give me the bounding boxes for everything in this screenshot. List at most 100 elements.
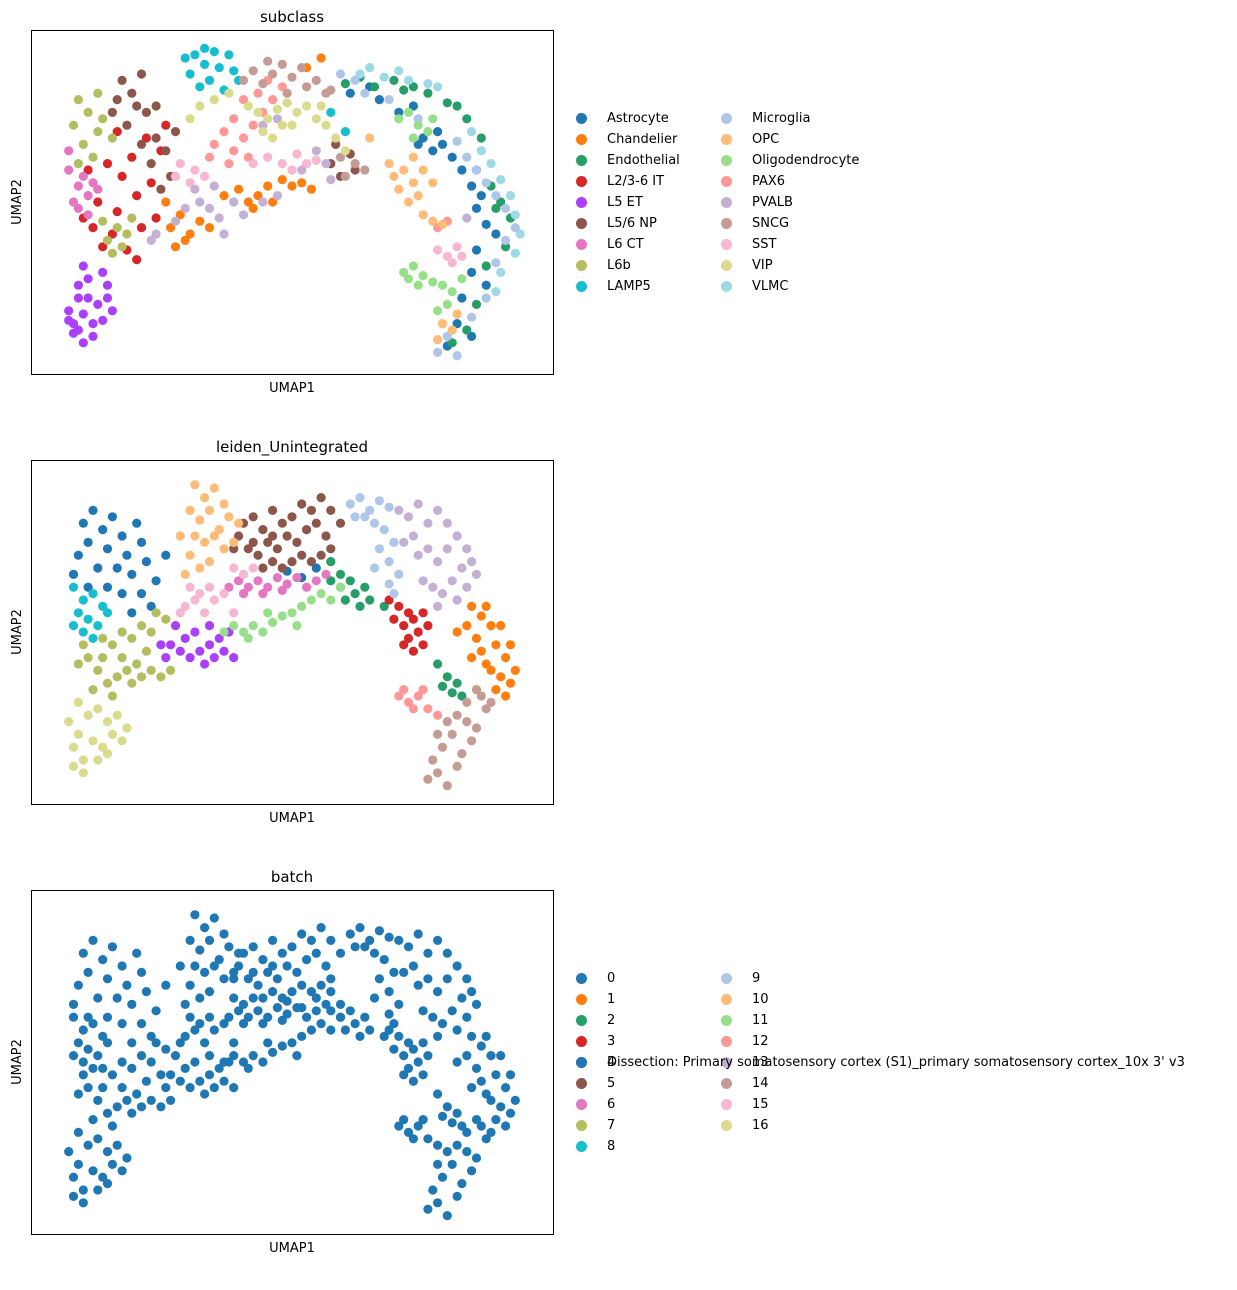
data-point xyxy=(399,1051,409,1061)
data-point xyxy=(471,1153,482,1163)
data-point xyxy=(457,274,467,284)
data-point xyxy=(248,203,258,213)
scatter-plot-2: batch UMAP1 UMAP2 xyxy=(10,868,554,1256)
legend-item: 9 xyxy=(719,968,769,989)
data-point xyxy=(471,245,482,255)
data-point xyxy=(268,95,278,105)
data-point xyxy=(146,665,156,675)
y-axis-label: UMAP2 xyxy=(10,179,25,225)
data-point xyxy=(471,1115,482,1125)
data-point xyxy=(243,197,253,207)
data-point xyxy=(442,331,452,341)
data-point xyxy=(98,1031,108,1041)
data-point xyxy=(224,582,234,592)
data-point xyxy=(102,974,113,984)
data-point xyxy=(98,1172,108,1182)
data-point xyxy=(268,617,278,627)
data-point xyxy=(340,595,350,605)
data-point xyxy=(394,66,404,76)
data-point xyxy=(170,621,181,631)
data-point xyxy=(146,178,156,188)
data-point xyxy=(195,82,205,92)
data-point xyxy=(486,1095,496,1105)
legend-label: 2 xyxy=(607,1013,616,1028)
data-point xyxy=(505,678,516,688)
data-point xyxy=(457,1121,467,1131)
data-point xyxy=(204,582,215,592)
data-point xyxy=(73,95,83,105)
data-point xyxy=(185,550,195,560)
data-point xyxy=(248,967,258,977)
data-point xyxy=(272,1003,282,1013)
data-point xyxy=(471,1063,482,1073)
data-point xyxy=(83,293,93,303)
data-point xyxy=(88,1166,98,1176)
data-point xyxy=(166,1070,176,1080)
legend-item: LAMP5 xyxy=(574,276,680,297)
legend-marker xyxy=(721,281,732,292)
data-point xyxy=(510,1095,520,1105)
data-point xyxy=(68,1051,79,1061)
data-point xyxy=(229,621,239,631)
data-point xyxy=(73,181,83,191)
data-point xyxy=(311,563,321,573)
data-point xyxy=(399,1115,409,1125)
legend-marker xyxy=(721,218,732,229)
legend-marker xyxy=(576,281,587,292)
data-point xyxy=(491,685,501,695)
legend-marker xyxy=(576,1141,587,1152)
data-point xyxy=(335,152,346,162)
data-point xyxy=(219,627,229,637)
data-point xyxy=(442,948,452,958)
data-point xyxy=(316,550,326,560)
data-point xyxy=(107,133,117,143)
data-point xyxy=(394,935,404,945)
data-point xyxy=(151,576,161,586)
data-point xyxy=(234,1006,244,1016)
legend-marker xyxy=(576,113,587,124)
data-point xyxy=(442,544,452,554)
data-point xyxy=(93,1095,103,1105)
legend-item: Microglia xyxy=(719,108,859,129)
data-point xyxy=(117,627,127,637)
data-point xyxy=(297,178,307,188)
data-point xyxy=(195,646,205,656)
data-point xyxy=(224,50,234,60)
legend-item: 3 xyxy=(574,1031,615,1052)
data-point xyxy=(442,518,452,528)
data-point xyxy=(447,576,457,586)
data-point xyxy=(209,595,219,605)
data-point xyxy=(190,531,200,541)
data-point xyxy=(204,152,215,162)
data-point xyxy=(107,1121,117,1131)
data-point xyxy=(219,544,229,554)
data-point xyxy=(127,633,137,643)
data-point xyxy=(481,219,491,229)
data-point xyxy=(190,50,200,60)
data-point xyxy=(253,576,263,586)
data-point xyxy=(287,512,297,522)
legend-marker xyxy=(721,239,732,250)
data-point xyxy=(306,557,316,567)
legend-label: Chandelier xyxy=(607,132,678,147)
data-point xyxy=(345,576,355,586)
data-point xyxy=(161,653,171,663)
data-point xyxy=(64,717,74,727)
data-point xyxy=(384,1009,394,1019)
data-point xyxy=(204,987,215,997)
data-point xyxy=(78,309,88,319)
data-point xyxy=(399,165,409,175)
chart-title: subclass xyxy=(260,8,324,26)
data-point xyxy=(127,678,137,688)
data-point xyxy=(408,101,418,111)
data-point xyxy=(102,280,113,290)
x-axis-label: UMAP1 xyxy=(269,1241,315,1256)
data-point xyxy=(136,139,147,149)
data-point xyxy=(311,146,321,156)
data-point xyxy=(302,159,312,169)
data-point xyxy=(476,1076,486,1086)
data-point xyxy=(68,1172,79,1182)
legend-marker xyxy=(721,197,732,208)
data-point xyxy=(408,133,418,143)
legend-item: L6 CT xyxy=(574,234,680,255)
